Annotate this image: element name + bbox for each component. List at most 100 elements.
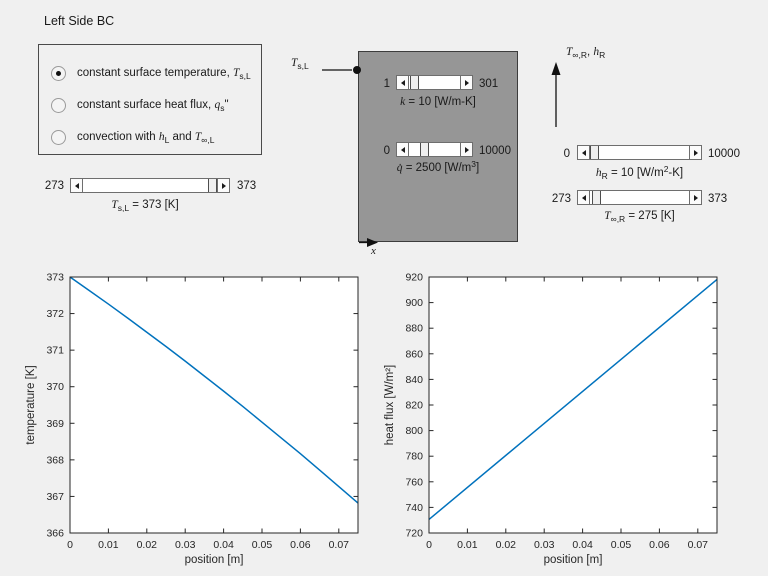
- y-tick-label: 780: [405, 451, 423, 463]
- x-tick-label: 0.05: [611, 539, 632, 551]
- slider-track[interactable]: [409, 76, 460, 89]
- slider-right-arrow-button[interactable]: [460, 76, 472, 89]
- slider-right-arrow-button[interactable]: [460, 143, 472, 156]
- x-tick-label: 0.02: [496, 539, 517, 551]
- y-tick-label: 900: [405, 297, 423, 309]
- q-value-label: q̇ = 2500 [W/m3]: [396, 159, 480, 174]
- tinf-slider-max: 373: [708, 193, 728, 205]
- left-arrow-icon: [400, 79, 405, 86]
- k-slider[interactable]: [396, 75, 473, 90]
- k-slider-min: 1: [383, 78, 390, 90]
- x-tick-label: 0.06: [649, 539, 670, 551]
- y-tick-label: 860: [405, 348, 423, 360]
- left-arrow-icon: [581, 149, 586, 156]
- h-slider[interactable]: [577, 145, 702, 160]
- slider-track[interactable]: [590, 191, 689, 204]
- right-arrow-icon: [464, 79, 469, 86]
- k-value-label: k = 10 [W/m-K]: [400, 96, 476, 108]
- radio-button-constant-heat-flux[interactable]: [51, 98, 66, 113]
- bc-option-label: constant surface heat flux, qs": [77, 98, 229, 113]
- y-tick-label: 820: [405, 400, 423, 412]
- slider-right-arrow-button[interactable]: [217, 179, 229, 192]
- ts-value-label: Ts,L = 373 [K]: [111, 199, 179, 213]
- slider-track[interactable]: [590, 146, 689, 159]
- slider-left-arrow-button[interactable]: [397, 143, 409, 156]
- h-slider-min: 0: [563, 148, 570, 160]
- slider-thumb[interactable]: [208, 179, 217, 192]
- y-tick-label: 760: [405, 476, 423, 488]
- bc-option-constant-heat-flux[interactable]: constant surface heat flux, qs": [51, 98, 229, 113]
- left-arrow-icon: [581, 194, 586, 201]
- h-slider-max: 10000: [708, 148, 740, 160]
- bc-panel: constant surface temperature, Ts,L const…: [38, 44, 262, 155]
- x-axis-label: position [m]: [185, 554, 244, 566]
- x-tick-label: 0.03: [175, 539, 196, 551]
- slider-left-arrow-button[interactable]: [397, 76, 409, 89]
- up-arrow-head: [551, 62, 561, 75]
- slider-thumb[interactable]: [590, 146, 600, 159]
- y-tick-label: 800: [405, 425, 423, 437]
- k-slider-max: 301: [479, 78, 499, 90]
- tinf-value-label: T∞,R = 275 [K]: [604, 210, 675, 224]
- x-tick-label: 0: [67, 539, 73, 551]
- x-axis-annotation-label: x: [371, 245, 376, 257]
- x-tick-label: 0.01: [98, 539, 119, 551]
- y-tick-label: 880: [405, 323, 423, 335]
- right-arrow-icon: [221, 182, 226, 189]
- slider-thumb[interactable]: [419, 143, 429, 156]
- x-tick-label: 0: [426, 539, 432, 551]
- q-slider-max: 10000: [479, 145, 511, 157]
- slider-right-arrow-button[interactable]: [689, 191, 701, 204]
- radio-button-constant-temperature[interactable]: [51, 66, 66, 81]
- bc-option-label: convection with hL and T∞,L: [77, 130, 215, 145]
- y-tick-label: 367: [46, 491, 64, 503]
- tinf-slider-min: 273: [551, 193, 571, 205]
- y-tick-label: 720: [405, 528, 423, 540]
- bc-option-convection[interactable]: convection with hL and T∞,L: [51, 130, 214, 145]
- bc-option-constant-temperature[interactable]: constant surface temperature, Ts,L: [51, 66, 251, 81]
- x-tick-label: 0.04: [213, 539, 234, 551]
- temperature-plot: 0 0.01 0.02 0.03 0.04 0.05 0.06 0.07 366 367 368 36…: [25, 272, 359, 566]
- x-tick-label: 0.07: [329, 539, 350, 551]
- ts-annotation-label: Ts,L: [291, 57, 309, 71]
- slider-left-arrow-button[interactable]: [71, 179, 83, 192]
- y-tick-label: 369: [46, 418, 64, 430]
- h-value-label: hR = 10 [W/m2-K]: [595, 164, 684, 181]
- slider-thumb[interactable]: [591, 191, 601, 204]
- y-tick-label: 840: [405, 374, 423, 386]
- tinf-slider[interactable]: [577, 190, 702, 205]
- x-tick-label: 0.01: [457, 539, 478, 551]
- q-slider-min: 0: [383, 145, 390, 157]
- y-tick-label: 373: [46, 272, 64, 284]
- x-tick-label: 0.03: [534, 539, 555, 551]
- ts-slider[interactable]: [70, 178, 230, 193]
- x-tick-label: 0.07: [688, 539, 709, 551]
- slider-track[interactable]: [409, 143, 460, 156]
- right-bc-annotation-label: T∞,R, hR: [566, 46, 606, 60]
- q-slider[interactable]: [396, 142, 473, 157]
- slider-thumb[interactable]: [410, 76, 420, 89]
- left-arrow-icon: [400, 146, 405, 153]
- slider-track[interactable]: [83, 179, 217, 192]
- temperature-line: [69, 276, 359, 504]
- left-arrow-icon: [74, 182, 79, 189]
- right-arrow-icon: [693, 149, 698, 156]
- slider-left-arrow-button[interactable]: [578, 191, 590, 204]
- y-tick-label: 370: [46, 381, 64, 393]
- bc-panel-title: Left Side BC: [44, 14, 115, 28]
- right-arrow-icon: [464, 146, 469, 153]
- x-tick-label: 0.04: [572, 539, 593, 551]
- x-tick-label: 0.05: [252, 539, 273, 551]
- ts-slider-max: 373: [237, 180, 257, 192]
- slider-left-arrow-button[interactable]: [578, 146, 590, 159]
- y-tick-label: 740: [405, 502, 423, 514]
- y-tick-label: 368: [46, 454, 64, 466]
- right-arrow-icon: [693, 194, 698, 201]
- radio-dot: [56, 71, 61, 76]
- y-tick-label: 372: [46, 308, 64, 320]
- y-axis-label: heat flux [W/m²]: [384, 365, 396, 446]
- slider-right-arrow-button[interactable]: [689, 146, 701, 159]
- x-tick-label: 0.06: [290, 539, 311, 551]
- radio-button-convection[interactable]: [51, 130, 66, 145]
